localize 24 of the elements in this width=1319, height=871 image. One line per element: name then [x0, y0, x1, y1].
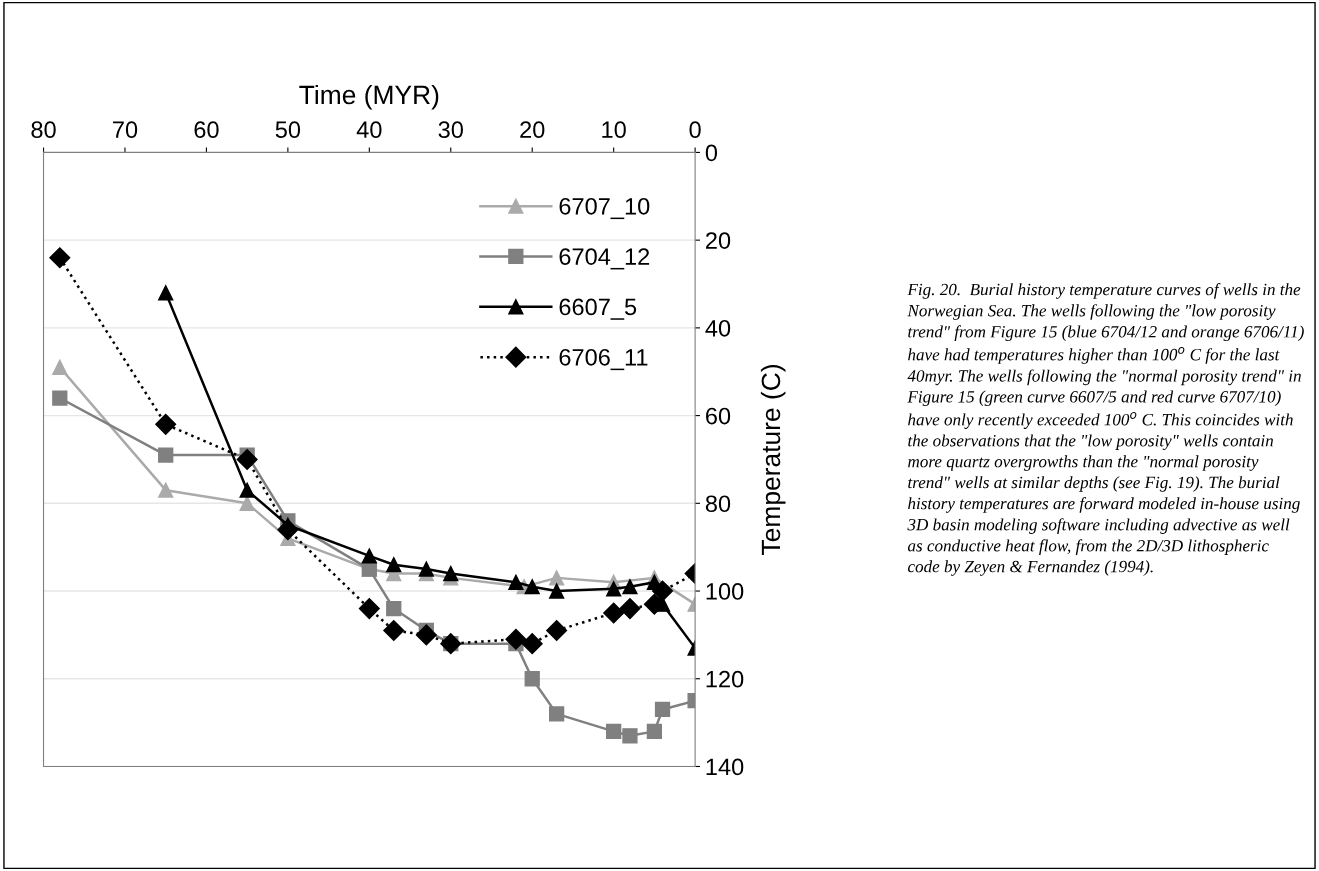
y-tick-label: 60 — [706, 407, 731, 425]
x-tick-label: 20 — [520, 121, 545, 139]
y-tick-label: 20 — [706, 232, 731, 249]
y-tick-label: 100 — [706, 583, 744, 600]
x-tick-label: 0 — [689, 121, 701, 139]
x-tick-label: 30 — [438, 121, 463, 139]
y-tick-label: 80 — [705, 495, 731, 513]
legend-label: 6706_11 — [559, 348, 648, 371]
x-axis-title: Time (MYR) — [299, 84, 439, 110]
x-tick-label: 70 — [113, 121, 138, 139]
legend-label: 6704_12 — [559, 248, 650, 270]
y-tick-label: 140 — [706, 758, 744, 776]
y-tick-label: 120 — [706, 670, 744, 688]
text: Fig. 20. Burial history temperature curves of wells in the Norwegian Sea. The wells following the "low porosity trend" from Figure 15 (blue 6704/12 and orange 6706/11) have had temperatures higher than 100$^{o}$ C for the last 40myr. The wells following the "normal porosity trend" in Figure 15 (green curve 6607/5 and red curve 6707/10) have only recently exceeded 100$^{o}$ C. This coincides with the observations that the "low porosity" wells contain more quartz overgrowths than the "normal porosity trend" wells at similar depths (see Fig. 19). The burial history temperatures are forward modeled in-house using 3D basin modeling software including advective as well as conductive heat flow, from the 2D/3D lithospheric code by Zeyen & Fernandez (1994). — [907, 283, 1304, 576]
x-tick-label: 80 — [31, 121, 56, 139]
y-tick-label: 40 — [705, 319, 731, 337]
x-tick-label: 50 — [275, 121, 301, 139]
y-tick-label: 0 — [705, 144, 718, 162]
x-tick-label: 10 — [602, 121, 626, 139]
x-tick-label: 40 — [356, 121, 382, 139]
x-tick-label: 60 — [194, 121, 219, 139]
legend-label: 6707_10 — [559, 197, 650, 220]
legend-label: 6607_5 — [559, 298, 637, 320]
y-axis-title: Temperature (C) — [760, 365, 786, 555]
